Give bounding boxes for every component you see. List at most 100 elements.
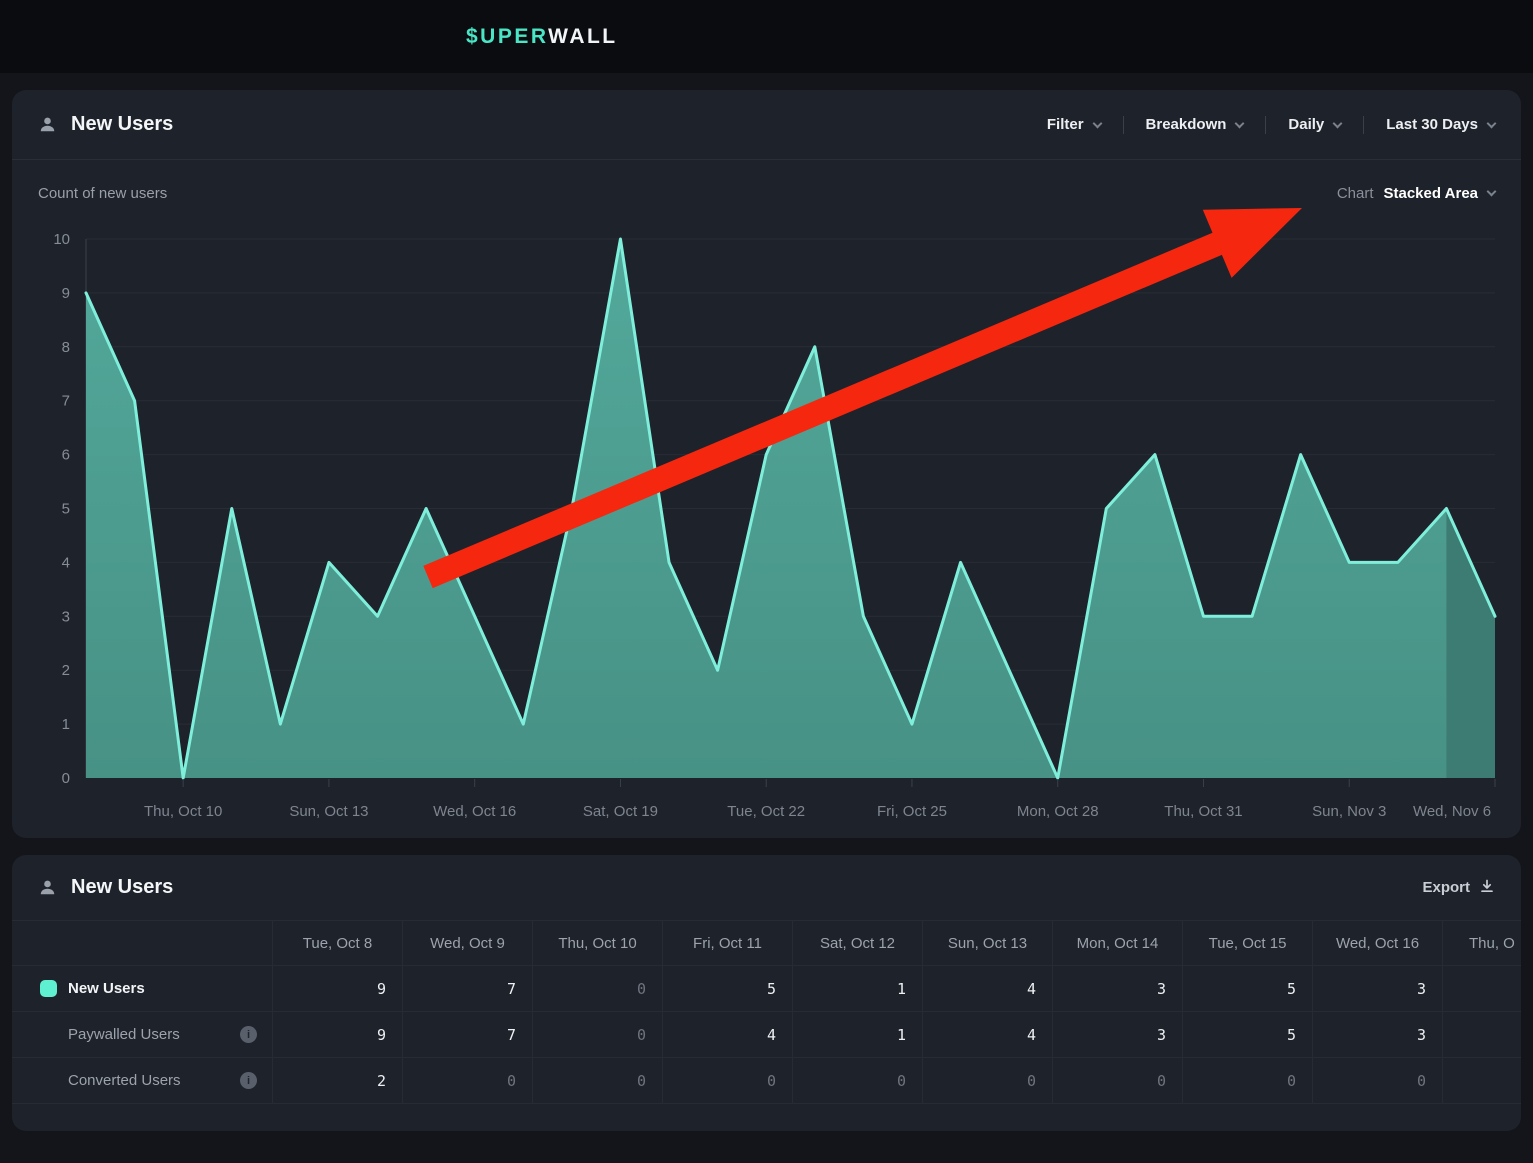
chart-panel-title-text: New Users — [71, 113, 173, 136]
x-tick-label: Tue, Oct 22 — [727, 803, 805, 820]
x-tick-label: Thu, Oct 10 — [144, 803, 222, 820]
value-cell: 1 — [792, 966, 922, 1012]
date-range-dropdown[interactable]: Last 30 Days — [1386, 116, 1495, 133]
y-tick-label: 6 — [62, 447, 70, 464]
value-cell: 7 — [402, 1012, 532, 1058]
area-fill-final-segment — [1446, 509, 1495, 779]
chart-type-dropdown[interactable]: Chart Stacked Area — [1337, 185, 1495, 202]
info-icon[interactable]: i — [240, 1072, 257, 1089]
value-cell — [1442, 966, 1521, 1012]
value-cell: 3 — [1312, 966, 1442, 1012]
logo-accent: $UPER — [466, 25, 548, 48]
value-cell: 4 — [922, 966, 1052, 1012]
column-header: Sat, Oct 12 — [792, 921, 922, 966]
table-panel-title: New Users — [38, 876, 173, 899]
value-cell: 0 — [1052, 1058, 1182, 1104]
table-panel-title-text: New Users — [71, 876, 173, 899]
y-tick-label: 1 — [62, 716, 70, 733]
column-header: Sun, Oct 13 — [922, 921, 1052, 966]
row-label-paywalled-users: Paywalled Users i — [12, 1012, 272, 1058]
filter-dropdown[interactable]: Filter — [1047, 116, 1101, 133]
chart-controls: Filter Breakdown Daily Last 30 Days — [1047, 116, 1495, 134]
value-cell: 5 — [1182, 1012, 1312, 1058]
chevron-down-icon — [1092, 118, 1102, 128]
export-button[interactable]: Export — [1422, 878, 1495, 898]
value-cell: 0 — [922, 1058, 1052, 1104]
chart-type-value: Stacked Area — [1384, 185, 1479, 202]
control-separator — [1363, 116, 1364, 134]
chevron-down-icon — [1487, 118, 1497, 128]
value-cell: 4 — [662, 1012, 792, 1058]
value-cell — [1442, 1012, 1521, 1058]
y-tick-label: 10 — [53, 231, 70, 248]
granularity-label: Daily — [1288, 116, 1324, 133]
value-cell: 3 — [1052, 966, 1182, 1012]
column-header: Tue, Oct 8 — [272, 921, 402, 966]
person-icon — [38, 115, 57, 134]
breakdown-label: Breakdown — [1146, 116, 1227, 133]
table-corner-cell — [12, 921, 272, 966]
column-header: Wed, Oct 9 — [402, 921, 532, 966]
y-tick-label: 3 — [62, 608, 70, 625]
value-cell: 7 — [402, 966, 532, 1012]
value-cell: 2 — [272, 1058, 402, 1104]
chart-subtitle: Count of new users — [38, 185, 167, 202]
chart-panel-header: New Users Filter Breakdown Daily Last 30… — [12, 90, 1521, 160]
value-cell: 0 — [402, 1058, 532, 1104]
value-cell: 0 — [532, 1058, 662, 1104]
chart-subheader: Count of new users Chart Stacked Area — [12, 170, 1521, 216]
control-separator — [1123, 116, 1124, 134]
value-cell: 5 — [662, 966, 792, 1012]
new-users-table-panel: New Users Export Tue, Oct 8Wed, Oct 9 Thu… — [12, 855, 1521, 1131]
logo-rest: WALL — [548, 25, 617, 48]
value-cell: 0 — [532, 966, 662, 1012]
superwall-logo: $UPERWALL — [466, 0, 618, 73]
value-cell: 0 — [1182, 1058, 1312, 1104]
new-users-chart-panel: New Users Filter Breakdown Daily Last 30… — [12, 90, 1521, 838]
value-cell — [1442, 1058, 1521, 1104]
info-icon[interactable]: i — [240, 1026, 257, 1043]
value-cell: 4 — [922, 1012, 1052, 1058]
row-label-converted-users: Converted Users i — [12, 1058, 272, 1104]
chevron-down-icon — [1487, 187, 1497, 197]
value-cell: 0 — [662, 1058, 792, 1104]
y-tick-label: 8 — [62, 339, 70, 356]
value-cell: 5 — [1182, 966, 1312, 1012]
filter-label: Filter — [1047, 116, 1084, 133]
row-label-text: New Users — [68, 980, 145, 997]
y-tick-label: 4 — [62, 554, 70, 571]
column-header: Wed, Oct 16 — [1312, 921, 1442, 966]
column-header: Tue, Oct 15 — [1182, 921, 1312, 966]
value-cell: 0 — [532, 1012, 662, 1058]
x-tick-label: Fri, Oct 25 — [877, 803, 947, 820]
y-tick-label: 2 — [62, 662, 70, 679]
export-label: Export — [1422, 879, 1470, 896]
column-header: Thu, O — [1442, 921, 1521, 966]
x-tick-label: Mon, Oct 28 — [1017, 803, 1099, 820]
row-label-text: Converted Users — [68, 1072, 181, 1089]
column-header: Fri, Oct 11 — [662, 921, 792, 966]
y-tick-label: 0 — [62, 770, 70, 787]
date-range-label: Last 30 Days — [1386, 116, 1478, 133]
y-tick-label: 5 — [62, 501, 70, 518]
value-cell: 0 — [792, 1058, 922, 1104]
x-tick-label: Wed, Oct 16 — [433, 803, 516, 820]
x-tick-label: Thu, Oct 31 — [1164, 803, 1242, 820]
row-label-text: Paywalled Users — [68, 1026, 180, 1043]
x-tick-label: Sun, Oct 13 — [289, 803, 368, 820]
daily-values-table: Tue, Oct 8Wed, Oct 9Thu, Oct 10Fri, Oct … — [12, 920, 1521, 1104]
breakdown-dropdown[interactable]: Breakdown — [1146, 116, 1244, 133]
person-icon — [38, 878, 57, 897]
chart-type-label: Chart — [1337, 185, 1374, 202]
series-color-swatch — [40, 980, 57, 997]
download-icon — [1479, 878, 1495, 898]
chevron-down-icon — [1333, 118, 1343, 128]
value-cell: 1 — [792, 1012, 922, 1058]
x-tick-label: Sun, Nov 3 — [1312, 803, 1386, 820]
value-cell: 3 — [1312, 1012, 1442, 1058]
x-tick-label: Sat, Oct 19 — [583, 803, 658, 820]
granularity-dropdown[interactable]: Daily — [1288, 116, 1341, 133]
x-tick-label: Wed, Nov 6 — [1413, 803, 1491, 820]
top-bar: $UPERWALL — [0, 0, 1533, 73]
chart-panel-title: New Users — [38, 113, 173, 136]
